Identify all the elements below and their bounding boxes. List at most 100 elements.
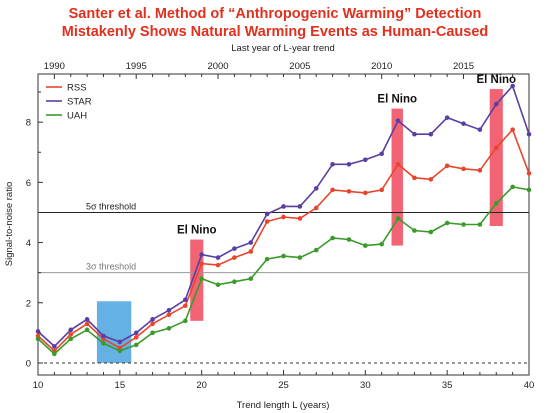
y-tick-label-6: 6	[26, 178, 31, 189]
chart-title-line-1: Santer et al. Method of “Anthropogenic W…	[68, 6, 482, 22]
highlight-box-3	[391, 108, 403, 246]
point-uah-12	[68, 336, 74, 342]
point-uah-17	[150, 330, 155, 336]
point-uah-39	[510, 184, 515, 190]
point-star-26	[297, 204, 303, 209]
y-axis-label: Signal-to-noise ratio	[4, 182, 15, 267]
point-star-19	[183, 297, 188, 303]
point-star-38	[493, 101, 499, 107]
top-tick-label-2010: 2010	[371, 61, 392, 72]
point-rss-35	[444, 163, 450, 169]
point-star-14	[101, 333, 106, 339]
x-axis-label: Trend length L (years)	[237, 400, 330, 411]
point-rss-21	[215, 262, 221, 268]
point-rss-39	[510, 127, 515, 132]
point-uah-18	[166, 326, 172, 331]
point-rss-17	[150, 321, 155, 327]
point-rss-26	[297, 216, 303, 221]
point-star-37	[477, 127, 483, 132]
point-star-28	[330, 162, 335, 167]
point-star-33	[412, 131, 417, 137]
point-star-24	[264, 211, 270, 217]
point-uah-35	[444, 220, 450, 226]
point-star-32	[395, 118, 401, 123]
point-uah-14	[101, 341, 106, 346]
legend-label-rss: RSS	[67, 83, 87, 94]
point-rss-28	[330, 187, 335, 193]
x-tick-label-20: 20	[196, 380, 207, 391]
point-uah-37	[477, 222, 483, 227]
series-group	[35, 83, 532, 357]
point-uah-19	[183, 318, 188, 324]
point-rss-32	[395, 162, 401, 167]
point-rss-12	[68, 332, 74, 337]
point-star-13	[84, 317, 90, 322]
point-star-16	[133, 330, 139, 336]
x-tick-label-35: 35	[442, 380, 453, 391]
point-uah-28	[330, 235, 335, 241]
point-rss-33	[412, 175, 417, 181]
point-rss-24	[264, 219, 270, 224]
point-uah-22	[232, 279, 237, 284]
point-uah-33	[412, 228, 417, 233]
point-star-39	[510, 83, 515, 89]
point-uah-10	[35, 336, 41, 342]
point-star-29	[346, 162, 352, 167]
top-tick-label-2005: 2005	[289, 61, 310, 72]
point-uah-16	[133, 342, 139, 348]
point-uah-34	[428, 229, 434, 235]
point-uah-13	[84, 327, 90, 333]
point-star-40	[526, 131, 532, 137]
threshold-label-1: 5σ threshold	[86, 201, 136, 211]
y-tick-label-4: 4	[26, 238, 31, 249]
y-tick-label-8: 8	[26, 118, 31, 129]
point-star-27	[313, 186, 319, 191]
el-nino-label-1: El Nino	[177, 225, 217, 237]
x-tick-label-40: 40	[524, 380, 535, 391]
point-rss-22	[232, 255, 237, 260]
point-star-30	[363, 157, 368, 163]
point-rss-36	[461, 166, 466, 172]
point-star-12	[68, 327, 74, 333]
point-rss-30	[363, 190, 368, 196]
point-rss-25	[281, 214, 286, 220]
top-tick-label-1990: 1990	[44, 61, 65, 72]
highlight-box-4	[489, 89, 503, 227]
point-uah-21	[215, 282, 221, 288]
box-labels: El Nino El Nino El Nino	[177, 74, 516, 237]
point-uah-27	[313, 247, 319, 253]
point-uah-24	[264, 256, 270, 262]
point-star-15	[117, 339, 123, 345]
point-uah-11	[52, 351, 57, 357]
point-rss-19	[183, 303, 188, 309]
point-star-20	[199, 252, 204, 257]
point-star-18	[166, 307, 172, 313]
legend-label-uah: UAH	[67, 111, 87, 122]
point-rss-16	[133, 335, 139, 340]
point-star-21	[215, 255, 221, 260]
point-rss-31	[379, 187, 385, 193]
reference-lines: 5σ threshold 3σ threshold	[38, 201, 529, 364]
legend: RSS STAR UAH	[46, 83, 92, 122]
point-rss-23	[248, 249, 254, 254]
point-uah-38	[493, 201, 499, 206]
top-axis-label: Last year of L-year trend	[231, 43, 335, 54]
point-uah-30	[363, 243, 368, 248]
point-uah-20	[199, 276, 204, 281]
point-uah-32	[395, 216, 401, 221]
highlight-box-1	[96, 301, 132, 363]
x-tick-label-15: 15	[115, 380, 126, 391]
chart-title-line-2: Mistakenly Shows Natural Warming Events …	[61, 24, 489, 40]
point-star-36	[461, 121, 466, 126]
point-uah-25	[281, 253, 286, 259]
point-star-23	[248, 240, 254, 245]
point-uah-40	[526, 187, 532, 193]
x-tick-label-25: 25	[278, 380, 289, 391]
point-rss-38	[493, 145, 499, 151]
point-rss-37	[477, 168, 483, 173]
point-star-31	[379, 151, 385, 157]
point-star-17	[150, 317, 155, 322]
point-star-34	[428, 131, 434, 137]
point-uah-26	[297, 255, 303, 260]
el-nino-label-2: El Nino	[377, 94, 417, 106]
